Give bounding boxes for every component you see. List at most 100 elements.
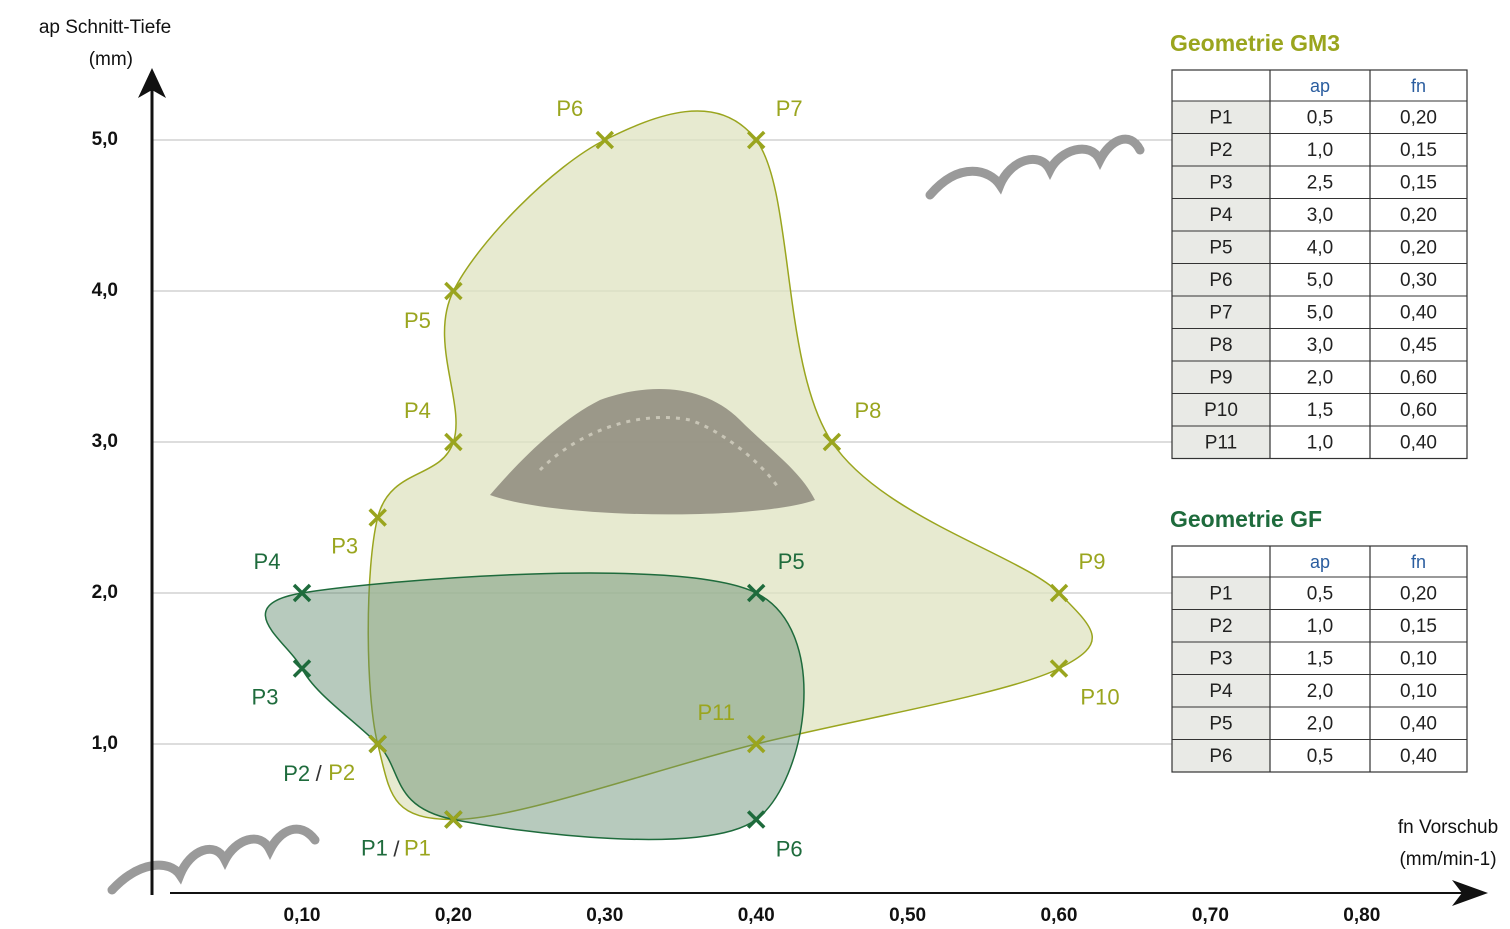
table-cell: 5,0 bbox=[1307, 302, 1333, 323]
table-cell: 1,0 bbox=[1307, 432, 1333, 453]
table-row-label: P3 bbox=[1209, 172, 1232, 193]
row-label-cell bbox=[1172, 101, 1270, 134]
table-cell: 0,60 bbox=[1400, 400, 1437, 421]
table-row-label: P3 bbox=[1209, 648, 1232, 669]
axes bbox=[138, 68, 1488, 906]
table-cell: 0,40 bbox=[1400, 713, 1437, 734]
point-marker bbox=[746, 583, 766, 603]
row-label-cell bbox=[1172, 328, 1270, 361]
row-label-cell bbox=[1172, 739, 1270, 772]
point-marker bbox=[444, 432, 463, 452]
row-label-cell bbox=[1172, 707, 1270, 740]
row-label-cell bbox=[1172, 393, 1270, 426]
point-label: P10 bbox=[1080, 684, 1119, 709]
row-label-cell bbox=[1172, 426, 1270, 459]
point-label: P11 bbox=[697, 700, 735, 725]
row-label-cell bbox=[1172, 133, 1270, 166]
point-label: P6 bbox=[556, 96, 583, 121]
table-title: Geometrie GM3 bbox=[1170, 30, 1340, 56]
point-marker bbox=[746, 130, 766, 150]
y-tick-label: 2,0 bbox=[92, 582, 118, 603]
row-label-cell bbox=[1172, 642, 1270, 675]
point-label: P3 bbox=[331, 533, 358, 558]
table-header: fn bbox=[1411, 552, 1426, 572]
table-row-label: P5 bbox=[1209, 237, 1232, 258]
point-label: P1 bbox=[361, 835, 388, 860]
point-label: P1 bbox=[404, 835, 431, 860]
marks: 1,0 2,0 3,0 4,0 5,0 0,10 0,20 0,30 0,40 0,50 0,60 0… bbox=[92, 96, 1381, 926]
table-cell: 1,5 bbox=[1307, 648, 1333, 669]
point-label: P2 bbox=[283, 761, 310, 786]
point-label: P5 bbox=[404, 308, 431, 333]
table-cell: 0,20 bbox=[1400, 205, 1437, 226]
table-cell: 0,5 bbox=[1307, 107, 1333, 128]
point-marker bbox=[444, 281, 463, 301]
table-cell: 2,5 bbox=[1307, 172, 1333, 193]
point-label: P2 bbox=[328, 760, 355, 785]
table-row-label: P4 bbox=[1209, 205, 1233, 226]
table-border bbox=[1171, 545, 1468, 773]
table-cell: 5,0 bbox=[1307, 270, 1333, 291]
point-label: P6 bbox=[776, 836, 803, 861]
table-cell: 0,10 bbox=[1400, 681, 1437, 702]
chip-spiral-top bbox=[925, 134, 1145, 200]
table-cell: 0,10 bbox=[1400, 648, 1437, 669]
chip-spiral bbox=[925, 134, 1145, 200]
point-label: P9 bbox=[1079, 549, 1106, 574]
table-header: fn bbox=[1411, 76, 1426, 96]
table-header: ap bbox=[1310, 552, 1330, 572]
label-separator: / bbox=[316, 761, 323, 786]
table-cell: 1,5 bbox=[1307, 400, 1333, 421]
table-cell: 0,40 bbox=[1400, 302, 1437, 323]
table-row-label: P1 bbox=[1209, 583, 1232, 604]
point-label: P4 bbox=[404, 398, 431, 423]
table-cell: 0,40 bbox=[1400, 432, 1437, 453]
x-tick-label: 0,80 bbox=[1343, 905, 1380, 926]
row-label-cell bbox=[1172, 609, 1270, 642]
table-row-label: P5 bbox=[1209, 713, 1232, 734]
point-marker bbox=[444, 810, 463, 829]
table-cell: 0,15 bbox=[1400, 172, 1437, 193]
table-cell: 0,20 bbox=[1400, 237, 1437, 258]
y-tick-label: 1,0 bbox=[92, 733, 118, 754]
table-cell: 0,5 bbox=[1307, 746, 1333, 767]
chip-pile bbox=[490, 388, 815, 515]
table-cell: 0,15 bbox=[1400, 140, 1437, 161]
chip-pile-shape bbox=[490, 388, 815, 515]
row-label-cell bbox=[1172, 231, 1270, 264]
table-cell: 4,0 bbox=[1307, 237, 1333, 258]
chip-spiral bbox=[107, 824, 320, 895]
point-marker bbox=[595, 130, 615, 150]
table-row-label: P6 bbox=[1209, 746, 1232, 767]
table-row-label: P7 bbox=[1209, 302, 1232, 323]
x-tick-label: 0,70 bbox=[1192, 905, 1229, 926]
chip-spiral-bottom bbox=[107, 824, 320, 895]
x-tick-label: 0,60 bbox=[1041, 905, 1078, 926]
x-tick-label: 0,40 bbox=[738, 905, 775, 926]
y-tick-label: 4,0 bbox=[92, 280, 118, 301]
table-row-label: P6 bbox=[1209, 270, 1232, 291]
x-tick-label: 0,30 bbox=[586, 905, 623, 926]
table-cell: 3,0 bbox=[1307, 335, 1333, 356]
table-row-label: P8 bbox=[1209, 335, 1232, 356]
table-cell: 0,20 bbox=[1400, 583, 1437, 604]
point-marker bbox=[1049, 659, 1069, 678]
x-tick-label: 0,20 bbox=[435, 905, 472, 926]
table-row-label: P4 bbox=[1209, 681, 1233, 702]
y-axis-title: ap Schnitt-Tiefe bbox=[39, 17, 171, 38]
point-marker bbox=[1049, 583, 1069, 603]
point-label: P5 bbox=[778, 549, 805, 574]
label-separator: / bbox=[393, 836, 400, 861]
y-axis-unit: (mm) bbox=[89, 49, 133, 70]
point-label: P8 bbox=[854, 398, 881, 423]
x-tick-label: 0,50 bbox=[889, 905, 926, 926]
table-cell: 0,15 bbox=[1400, 616, 1437, 637]
row-label-cell bbox=[1172, 263, 1270, 296]
table-row-label: P9 bbox=[1209, 367, 1232, 388]
x-tick-label: 0,10 bbox=[284, 905, 321, 926]
point-label: P4 bbox=[254, 549, 281, 574]
table-cell: 2,0 bbox=[1307, 367, 1333, 388]
point-marker bbox=[746, 734, 766, 754]
table-cell: 2,0 bbox=[1307, 713, 1333, 734]
tables: Geometrie GM3 ap fn P1 0,5 0,20 P2 1,0 0,15 P3 2,5… bbox=[1170, 30, 1468, 773]
